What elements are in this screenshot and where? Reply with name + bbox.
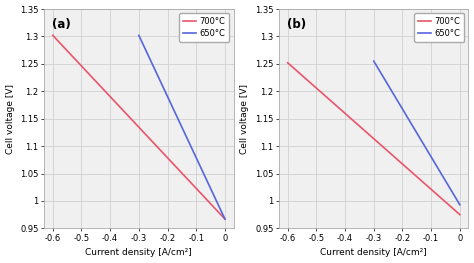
X-axis label: Current density [A/cm²]: Current density [A/cm²] <box>85 249 192 257</box>
650°C <box>371 59 377 63</box>
Legend: 700°C, 650°C: 700°C, 650°C <box>414 13 464 42</box>
650°C <box>457 203 463 206</box>
Text: (a): (a) <box>52 18 71 31</box>
X-axis label: Current density [A/cm²]: Current density [A/cm²] <box>320 249 427 257</box>
Text: (b): (b) <box>287 18 306 31</box>
Y-axis label: Cell voltage [V]: Cell voltage [V] <box>6 84 15 154</box>
Line: 650°C: 650°C <box>374 61 460 205</box>
Legend: 700°C, 650°C: 700°C, 650°C <box>179 13 229 42</box>
Y-axis label: Cell voltage [V]: Cell voltage [V] <box>240 84 249 154</box>
